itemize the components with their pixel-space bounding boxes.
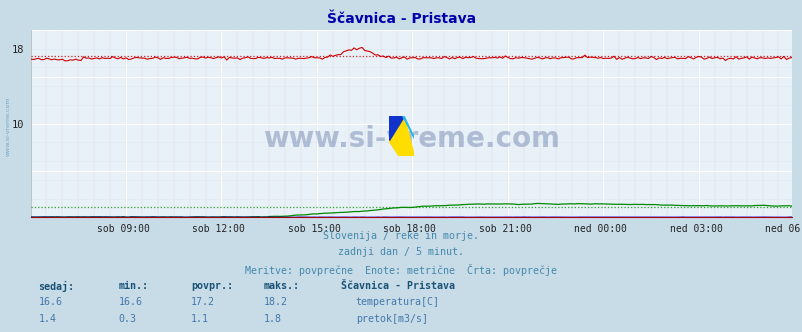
Text: 17.2: 17.2 (191, 297, 215, 307)
Text: 16.6: 16.6 (119, 297, 143, 307)
Text: 1.8: 1.8 (263, 314, 281, 324)
Text: 18.2: 18.2 (263, 297, 287, 307)
Text: Ščavnica - Pristava: Ščavnica - Pristava (326, 12, 476, 26)
Text: 0.3: 0.3 (119, 314, 136, 324)
Text: zadnji dan / 5 minut.: zadnji dan / 5 minut. (338, 247, 464, 257)
Text: Ščavnica - Pristava: Ščavnica - Pristava (341, 281, 455, 290)
Text: 16.6: 16.6 (38, 297, 63, 307)
Text: www.si-vreme.com: www.si-vreme.com (262, 125, 559, 153)
Text: 1.4: 1.4 (38, 314, 56, 324)
Text: Meritve: povprečne  Enote: metrične  Črta: povprečje: Meritve: povprečne Enote: metrične Črta:… (245, 264, 557, 276)
Text: sedaj:: sedaj: (38, 281, 75, 291)
Text: maks.:: maks.: (263, 281, 299, 290)
Polygon shape (388, 116, 403, 140)
Text: Slovenija / reke in morje.: Slovenija / reke in morje. (323, 231, 479, 241)
Polygon shape (388, 116, 414, 156)
Text: temperatura[C]: temperatura[C] (355, 297, 439, 307)
Text: www.si-vreme.com: www.si-vreme.com (6, 96, 10, 156)
Polygon shape (403, 116, 414, 138)
Text: pretok[m3/s]: pretok[m3/s] (355, 314, 427, 324)
Text: 1.1: 1.1 (191, 314, 209, 324)
Text: povpr.:: povpr.: (191, 281, 233, 290)
Text: min.:: min.: (119, 281, 148, 290)
